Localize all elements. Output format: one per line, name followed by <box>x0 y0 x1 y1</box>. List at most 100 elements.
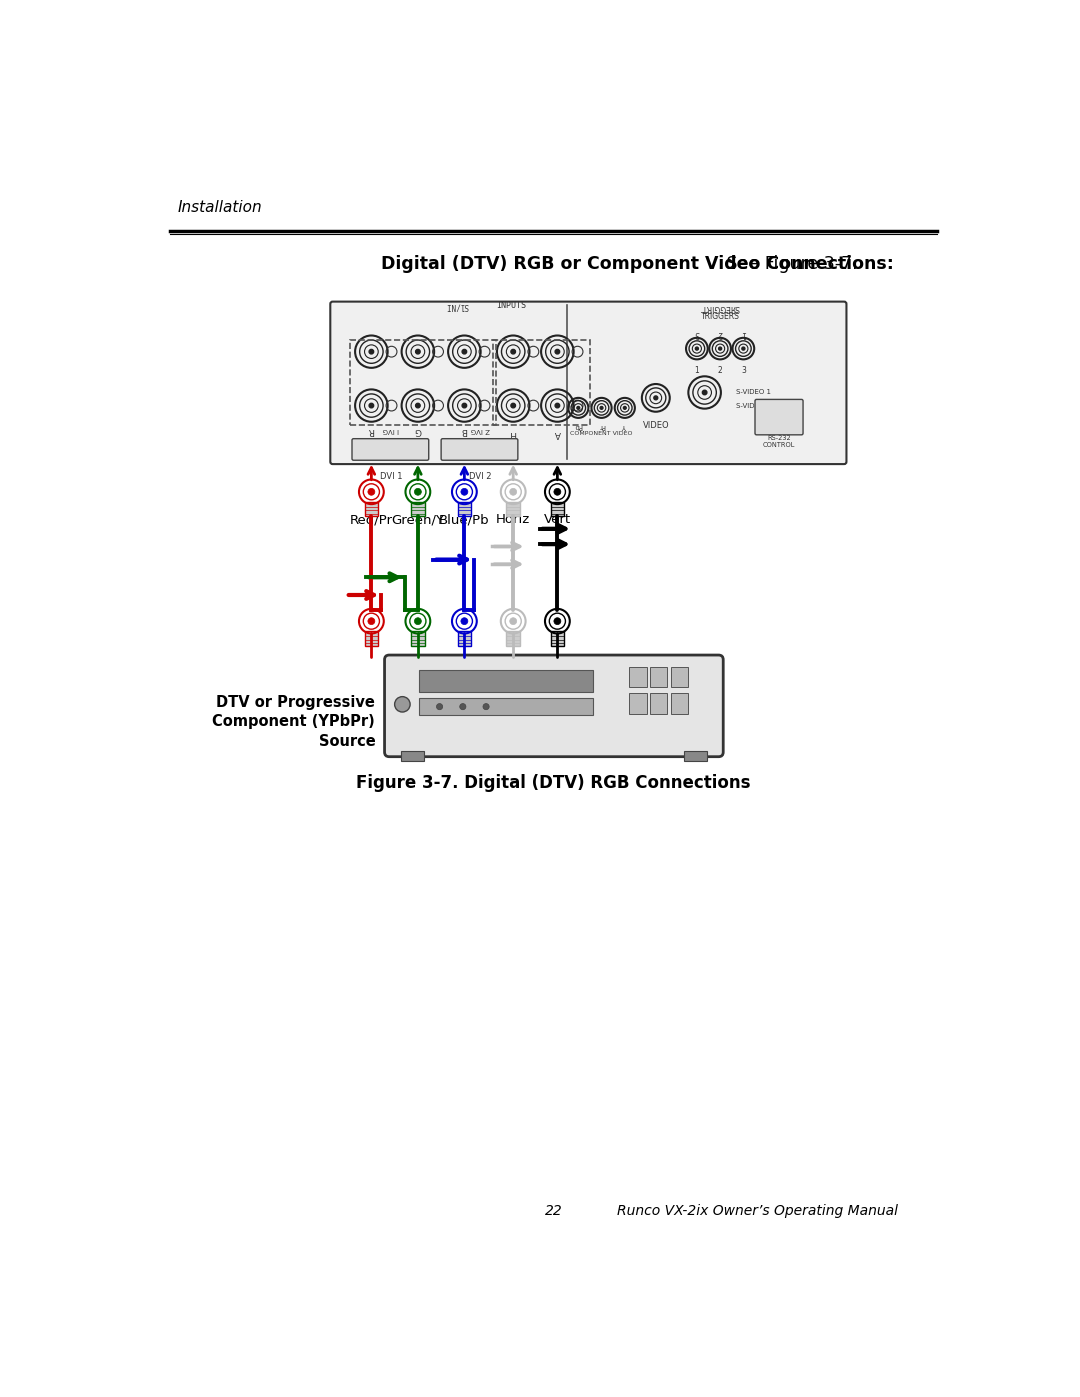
Circle shape <box>510 489 516 496</box>
Bar <box>365 631 378 645</box>
Circle shape <box>554 617 561 624</box>
Bar <box>684 750 707 761</box>
Text: Red/Pr: Red/Pr <box>350 513 393 527</box>
Bar <box>551 631 564 645</box>
Circle shape <box>554 489 561 496</box>
Circle shape <box>483 704 489 710</box>
Text: SЯEGGIRT: SЯEGGIRT <box>701 303 740 312</box>
Circle shape <box>368 489 375 496</box>
FancyBboxPatch shape <box>352 439 429 460</box>
Bar <box>411 631 424 645</box>
Text: 1: 1 <box>694 366 699 374</box>
Bar <box>650 666 667 687</box>
Circle shape <box>369 349 374 353</box>
Bar <box>419 671 593 692</box>
Bar <box>458 502 471 517</box>
Circle shape <box>415 617 421 624</box>
Text: RS-232
CONTROL: RS-232 CONTROL <box>762 434 795 448</box>
Circle shape <box>511 404 515 408</box>
Circle shape <box>415 489 421 496</box>
Bar <box>507 502 521 517</box>
Text: 22: 22 <box>544 1204 563 1218</box>
Text: 3: 3 <box>741 366 746 374</box>
Bar <box>494 339 590 425</box>
Bar <box>630 666 647 687</box>
Circle shape <box>416 404 420 408</box>
Circle shape <box>462 349 467 353</box>
Text: G: G <box>415 426 421 434</box>
Text: Pr: Pr <box>367 437 376 446</box>
Circle shape <box>696 346 699 351</box>
Bar <box>411 502 424 517</box>
Text: Z IVG: Z IVG <box>470 427 489 433</box>
Circle shape <box>623 407 626 409</box>
Text: 2: 2 <box>718 366 723 374</box>
Bar <box>551 502 564 517</box>
Text: TRIGGERS: TRIGGERS <box>701 312 740 321</box>
Text: Y: Y <box>623 423 626 429</box>
Text: Source: Source <box>319 733 375 749</box>
Text: Vert: Vert <box>544 513 571 527</box>
Text: Figure 3-7. Digital (DTV) RGB Connections: Figure 3-7. Digital (DTV) RGB Connection… <box>356 774 751 792</box>
Circle shape <box>555 404 559 408</box>
Text: Pb: Pb <box>575 423 582 429</box>
Text: 1: 1 <box>741 328 746 338</box>
Circle shape <box>394 697 410 712</box>
Circle shape <box>461 617 468 624</box>
Circle shape <box>436 704 443 710</box>
Circle shape <box>460 704 465 710</box>
Text: S1/NI: S1/NI <box>445 302 469 310</box>
Circle shape <box>462 404 467 408</box>
Text: DVI 1: DVI 1 <box>379 472 402 481</box>
Text: COMPONENT VIDEO: COMPONENT VIDEO <box>570 432 633 436</box>
Text: Runco VX-2ix Owner’s Operating Manual: Runco VX-2ix Owner’s Operating Manual <box>618 1204 899 1218</box>
FancyBboxPatch shape <box>384 655 724 757</box>
Text: I IVG: I IVG <box>382 427 399 433</box>
Circle shape <box>369 404 374 408</box>
Bar <box>672 693 688 714</box>
Text: DVI 2: DVI 2 <box>469 472 491 481</box>
Circle shape <box>416 349 420 353</box>
Bar <box>365 502 378 517</box>
Circle shape <box>510 617 516 624</box>
Text: S-VIDEO 2: S-VIDEO 2 <box>735 402 770 408</box>
Text: H: H <box>510 429 516 437</box>
Text: See Figure 3-7.: See Figure 3-7. <box>721 254 858 272</box>
FancyBboxPatch shape <box>755 400 804 434</box>
Text: 2: 2 <box>718 328 723 338</box>
Text: B: B <box>461 426 468 434</box>
Circle shape <box>511 349 515 353</box>
Text: Blue/Pb: Blue/Pb <box>440 513 489 527</box>
Bar <box>672 666 688 687</box>
Text: 3: 3 <box>694 328 700 338</box>
Text: Green/Y: Green/Y <box>391 513 444 527</box>
Circle shape <box>718 346 721 351</box>
Text: S-VIDEO 1: S-VIDEO 1 <box>735 390 771 395</box>
Circle shape <box>461 489 468 496</box>
Text: DTV or Progressive: DTV or Progressive <box>216 696 375 710</box>
Text: Digital (DTV) RGB or Component Video Connections:: Digital (DTV) RGB or Component Video Con… <box>381 254 894 272</box>
Text: Y: Y <box>415 437 420 446</box>
Bar <box>419 698 593 715</box>
FancyBboxPatch shape <box>330 302 847 464</box>
Bar <box>401 750 424 761</box>
Circle shape <box>653 395 658 400</box>
Bar <box>630 693 647 714</box>
Bar <box>507 631 521 645</box>
Text: INPUTS: INPUTS <box>496 302 526 310</box>
Circle shape <box>368 617 375 624</box>
Text: VIDEO: VIDEO <box>643 420 670 430</box>
Bar <box>350 339 496 425</box>
Text: Pr: Pr <box>598 423 605 429</box>
Text: Component (YPbPr): Component (YPbPr) <box>213 714 375 729</box>
Bar <box>458 631 471 645</box>
Bar <box>650 693 667 714</box>
Circle shape <box>600 407 603 409</box>
Text: Horiz: Horiz <box>496 513 530 527</box>
FancyBboxPatch shape <box>441 439 517 460</box>
Circle shape <box>555 349 559 353</box>
Circle shape <box>742 346 745 351</box>
Circle shape <box>702 390 707 395</box>
Text: Pb: Pb <box>459 437 470 446</box>
Text: A: A <box>554 429 561 437</box>
